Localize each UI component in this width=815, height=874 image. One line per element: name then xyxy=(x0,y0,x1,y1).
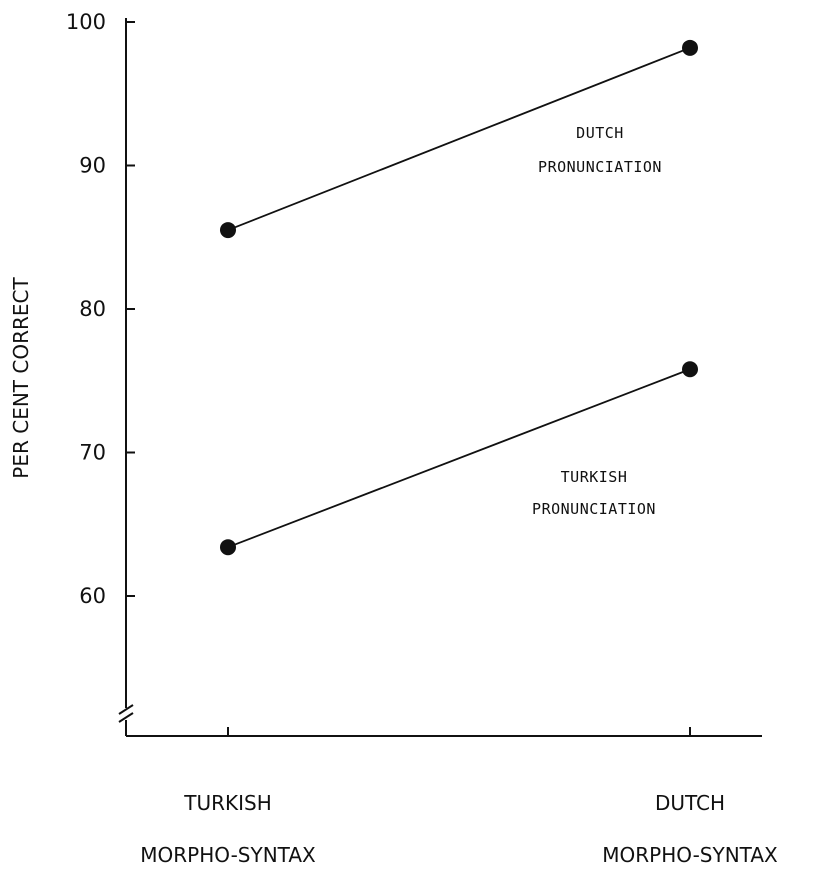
series-label: PRONUNCIATION xyxy=(532,500,656,518)
x-category-label: TURKISH xyxy=(183,791,272,815)
series-layer xyxy=(220,39,698,556)
y-axis-break-mark xyxy=(118,704,134,715)
data-point-marker xyxy=(682,39,698,56)
data-point-marker xyxy=(220,539,236,556)
series-line xyxy=(227,46,691,231)
y-axis-break-mark xyxy=(118,712,134,723)
series-label: PRONUNCIATION xyxy=(538,158,662,176)
y-axis-title: PER CENT CORRECT xyxy=(9,277,33,479)
series-label: DUTCH xyxy=(576,124,624,142)
label-layer: PER CENT CORRECT TURKISH MORPHO-SYNTAX DUTC… xyxy=(9,124,778,867)
y-tick-label: 60 xyxy=(79,584,106,608)
y-tick-label: 70 xyxy=(79,441,106,465)
x-category-label: MORPHO-SYNTAX xyxy=(602,843,778,867)
data-point-marker xyxy=(682,361,698,378)
series-line xyxy=(227,368,691,549)
y-tick-label: 100 xyxy=(66,10,106,34)
axes xyxy=(118,18,762,737)
y-axis-ticks: 60 70 80 90 100 xyxy=(66,10,135,608)
data-point-marker xyxy=(220,222,236,239)
y-tick-label: 80 xyxy=(79,297,106,321)
x-category-label: DUTCH xyxy=(655,791,725,815)
x-category-label: MORPHO-SYNTAX xyxy=(140,843,316,867)
y-tick-label: 90 xyxy=(79,154,106,178)
series-label: TURKISH xyxy=(561,468,628,486)
